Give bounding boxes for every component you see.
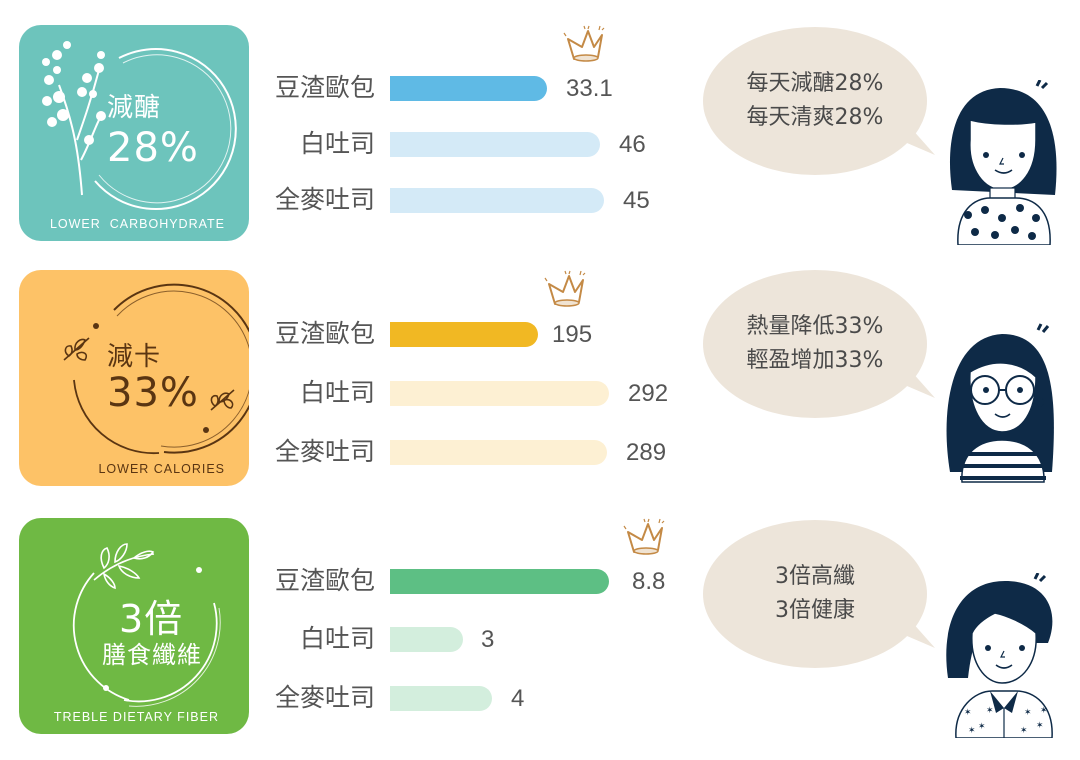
bar — [390, 188, 604, 213]
svg-text:✶: ✶ — [1040, 706, 1048, 716]
bar-row: 白吐司 46 — [260, 129, 690, 159]
bar-chart-dietary-fiber: 豆渣歐包 8.8 白吐司 3 全麥吐司 4 — [260, 518, 690, 738]
bar-value: 45 — [623, 187, 650, 214]
leaf-sprig-icon — [72, 543, 221, 707]
bar-label: 白吐司 — [299, 624, 375, 653]
bar-value: 46 — [619, 131, 646, 158]
badge-subtitle: TREBLE DIETARY FIBER — [53, 710, 219, 724]
badge-title: 減卡 — [107, 342, 162, 372]
avatar-girl-glasses — [946, 323, 1054, 483]
bar-row: 白吐司 3 — [260, 624, 690, 654]
speech-bubble: 3倍高纖 3倍健康 — [703, 520, 935, 672]
crown-icon — [563, 25, 605, 62]
svg-text:✶: ✶ — [968, 726, 976, 736]
branch-icon — [42, 41, 237, 210]
crown-icon — [623, 518, 665, 555]
badge-value: 28% — [107, 125, 199, 171]
bar-value: 292 — [628, 380, 669, 407]
badge-value: 33% — [107, 370, 199, 416]
bar-value: 4 — [511, 685, 525, 712]
bar-label: 全麥吐司 — [274, 683, 375, 712]
bar — [390, 627, 463, 652]
bar-label: 豆渣歐包 — [274, 319, 375, 348]
panel-calories: 減卡 33% LOWER CALORIES 豆渣歐包 195 白吐司 292 全… — [0, 270, 1080, 490]
panel-dietary-fiber: 3倍 膳食纖維 TREBLE DIETARY FIBER 豆渣歐包 8.8 白吐… — [0, 518, 1080, 738]
speech-bubble-text: 熱量降低33% 輕盈增加33% — [746, 314, 884, 373]
svg-text:✶: ✶ — [1020, 726, 1028, 736]
bar-row: 豆渣歐包 8.8 — [260, 566, 690, 596]
bar-label: 白吐司 — [299, 378, 375, 407]
bar — [390, 440, 607, 465]
bar — [390, 686, 492, 711]
bar-row: 全麥吐司 4 — [260, 683, 690, 713]
badge-subtitle: LOWER CALORIES — [98, 462, 225, 476]
bar — [390, 381, 609, 406]
speech-bubble-shape — [703, 270, 935, 418]
bar-chart-calories: 豆渣歐包 195 白吐司 292 全麥吐司 289 — [260, 270, 690, 490]
badge-lower-calories: 減卡 33% LOWER CALORIES — [19, 270, 249, 486]
bar-value: 3 — [481, 626, 495, 653]
bar-label: 全麥吐司 — [274, 437, 375, 466]
bar-label: 豆渣歐包 — [274, 73, 375, 102]
badge-title: 3倍 — [119, 597, 184, 641]
bar-row: 全麥吐司 289 — [260, 437, 690, 467]
badge-subtitle: LOWER CARBOHYDRATE — [49, 217, 225, 231]
bar — [390, 569, 609, 594]
bar-chart-carbohydrate: 豆渣歐包 33.1 白吐司 46 全麥吐司 45 — [260, 25, 690, 245]
speech-bubble-text: 3倍高纖 3倍健康 — [775, 564, 855, 623]
bar-label: 白吐司 — [299, 129, 375, 158]
bar — [390, 132, 600, 157]
speech-bubble: 熱量降低33% 輕盈增加33% — [703, 270, 935, 422]
badge-title: 減醣 — [107, 93, 162, 123]
svg-text:✶: ✶ — [1036, 721, 1044, 731]
bar — [390, 322, 538, 347]
bar-value: 289 — [626, 439, 667, 466]
svg-text:✶: ✶ — [964, 708, 972, 718]
panel-carbohydrate: 減醣 28% LOWER CARBOHYDRATE 豆渣歐包 33.1 白吐司 … — [0, 25, 1080, 245]
crown-icon — [544, 270, 586, 307]
bar-row: 全麥吐司 45 — [260, 185, 690, 215]
avatar-girl-short-hair: ✶✶✶ ✶✶✶ ✶ ✶ — [946, 573, 1053, 738]
bar-label: 全麥吐司 — [274, 185, 375, 214]
badge-lower-carbohydrate: 減醣 28% LOWER CARBOHYDRATE — [19, 25, 249, 241]
bar-value: 33.1 — [566, 75, 613, 102]
speech-bubble: 每天減醣28% 每天清爽28% — [703, 27, 935, 179]
svg-text:✶: ✶ — [1024, 708, 1032, 718]
bar — [390, 76, 547, 101]
bar-row: 豆渣歐包 195 — [260, 319, 690, 349]
bar-row: 豆渣歐包 33.1 — [260, 73, 690, 103]
bar-value: 8.8 — [632, 568, 666, 595]
svg-text:✶: ✶ — [978, 722, 986, 732]
badge-treble-dietary-fiber: 3倍 膳食纖維 TREBLE DIETARY FIBER — [19, 518, 249, 734]
bar-value: 195 — [552, 321, 593, 348]
bar-row: 白吐司 292 — [260, 378, 690, 408]
badge-value: 膳食纖維 — [102, 641, 202, 669]
bar-label: 豆渣歐包 — [274, 566, 375, 595]
speech-bubble-text: 每天減醣28% 每天清爽28% — [746, 71, 884, 130]
speech-bubble-shape — [703, 520, 935, 668]
leaf-wreath-icon — [63, 283, 249, 455]
svg-text:✶: ✶ — [986, 706, 994, 716]
avatar-girl-polka-dot — [949, 80, 1057, 245]
speech-bubble-shape — [703, 27, 935, 175]
